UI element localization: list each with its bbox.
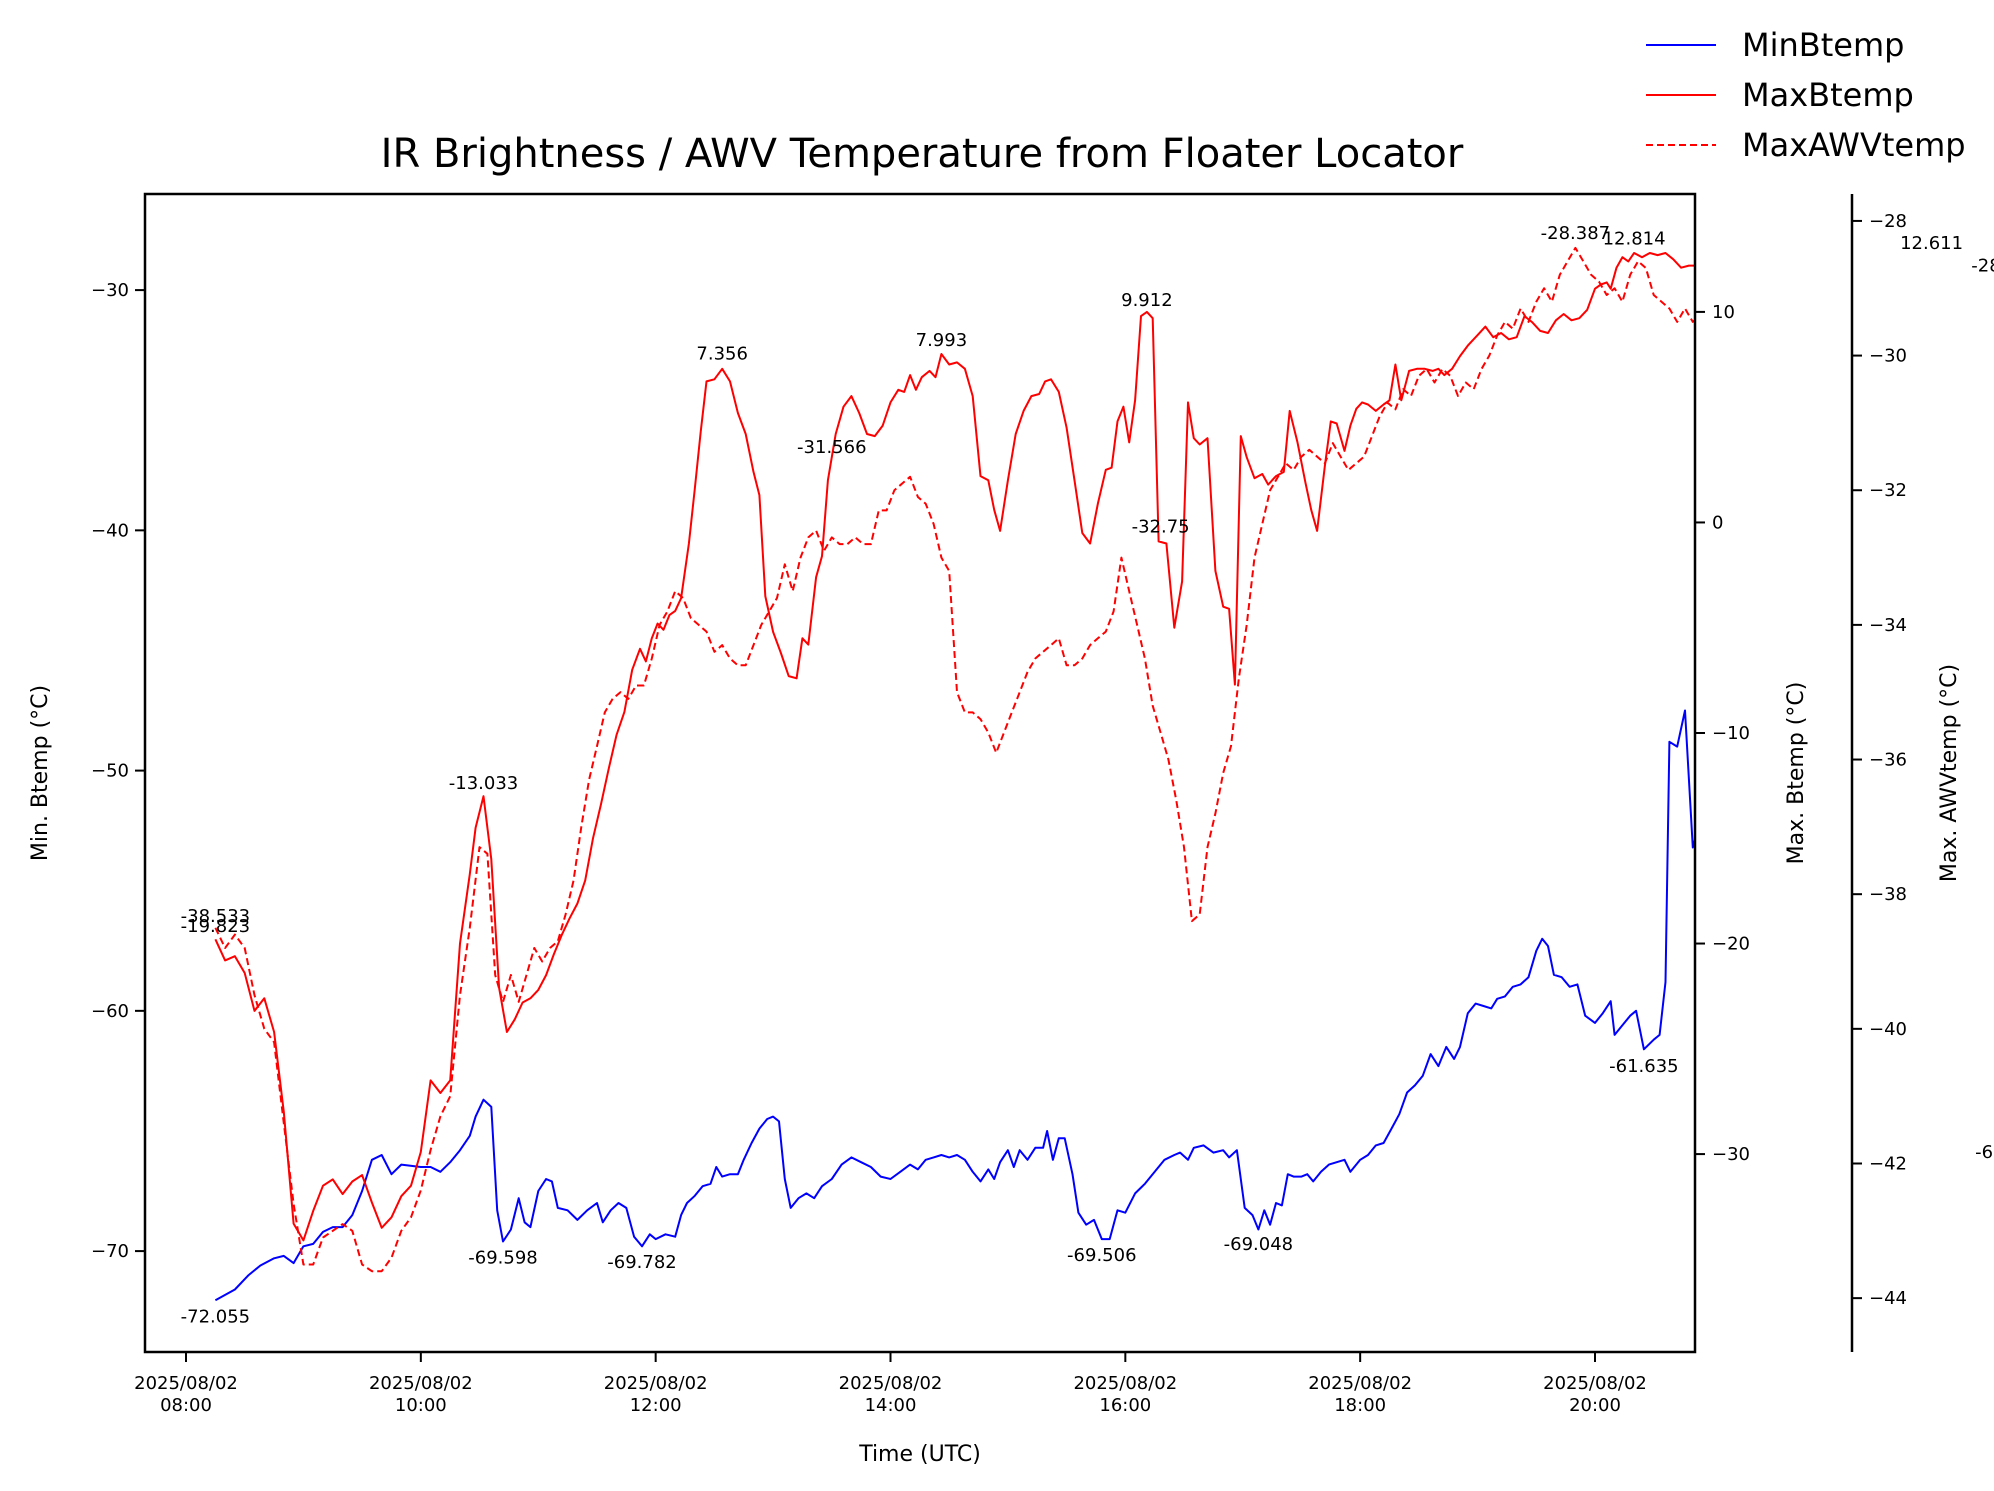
x-tick-label: 2025/08/02 (369, 1373, 473, 1394)
data-label: 12.814 (1603, 229, 1666, 250)
x-tick-label: 2025/08/02 (134, 1373, 238, 1394)
legend-label-maxbtemp: MaxBtemp (1742, 76, 1914, 114)
right2-y-axis: −44 −42 −40 −38 −36 −34 −32 −30 −28 (1852, 211, 1907, 1309)
data-label: -72.055 (181, 1307, 250, 1328)
right2-tick-label: −32 (1869, 480, 1907, 501)
x-tick-label: 10:00 (395, 1395, 447, 1416)
x-tick-label: 16:00 (1099, 1395, 1151, 1416)
data-label: -69.598 (468, 1247, 537, 1268)
right1-tick-label: −10 (1712, 723, 1750, 744)
x-tick-label: 2025/08/02 (604, 1373, 708, 1394)
data-label: 12.611 (1900, 233, 1963, 254)
left-tick-label: −30 (91, 280, 129, 301)
data-label: -32.75 (1132, 517, 1190, 538)
data-label: -69.506 (1067, 1245, 1136, 1266)
legend-label-maxawvtemp: MaxAWVtemp (1742, 126, 1966, 164)
right2-axis-label: Max. AWVtemp (°C) (1937, 664, 1962, 882)
x-tick-label: 2025/08/02 (1308, 1373, 1412, 1394)
x-tick-label: 2025/08/02 (1073, 1373, 1177, 1394)
annotation-layer: -72.055 -69.598 -69.782 -69.506 -69.048 -61.6… (181, 223, 1994, 1328)
right2-tick-label: −30 (1869, 346, 1907, 367)
series-line-maxawvtemp (214, 246, 1695, 1273)
plot-frame (143, 192, 1697, 1354)
x-tick-label: 18:00 (1334, 1395, 1386, 1416)
right2-tick-label: −34 (1869, 615, 1907, 636)
data-label: 7.356 (696, 344, 748, 365)
legend: MinBtemp MaxBtemp MaxAWVtemp (1646, 26, 1966, 164)
data-label: -69.048 (1224, 1234, 1293, 1255)
data-label: -69.782 (607, 1252, 676, 1273)
x-tick-label: 14:00 (865, 1395, 917, 1416)
x-axis: 2025/08/0208:002025/08/0210:002025/08/02… (134, 1352, 1647, 1416)
data-label: -61.635 (1609, 1056, 1678, 1077)
right1-tick-label: 10 (1712, 302, 1735, 323)
x-tick-label: 12:00 (630, 1395, 682, 1416)
right2-tick-label: −28 (1869, 211, 1907, 232)
right2-tick-label: −38 (1869, 884, 1907, 905)
right2-tick-label: −44 (1869, 1288, 1907, 1309)
x-tick-label: 08:00 (160, 1395, 212, 1416)
data-label: -13.033 (449, 773, 518, 794)
series-line-minbtemp (214, 709, 1695, 1302)
left-tick-label: −40 (91, 520, 129, 541)
data-label: -28.387 (1541, 223, 1610, 244)
x-tick-label: 20:00 (1569, 1395, 1621, 1416)
left-tick-label: −70 (91, 1241, 129, 1262)
left-tick-label: −60 (91, 1001, 129, 1022)
left-tick-label: −50 (91, 761, 129, 782)
data-label: -19.823 (181, 916, 250, 937)
right2-tick-label: −42 (1869, 1153, 1907, 1174)
data-label: 7.993 (916, 330, 968, 351)
right1-tick-label: 0 (1712, 512, 1723, 533)
data-label: -65.203 (1975, 1142, 1994, 1163)
x-tick-label: 2025/08/02 (1543, 1373, 1647, 1394)
legend-label-minbtemp: MinBtemp (1742, 26, 1904, 64)
data-label: -28.868 (1971, 255, 1994, 276)
chart-title: IR Brightness / AWV Temperature from Flo… (381, 131, 1464, 177)
data-label: 9.912 (1121, 290, 1173, 311)
left-y-axis: −70 −60 −50 −40 −30 (91, 280, 145, 1262)
data-label: -31.566 (797, 437, 866, 458)
right2-tick-label: −36 (1869, 750, 1907, 771)
right1-axis-label: Max. Btemp (°C) (1784, 682, 1809, 865)
x-axis-label: Time (UTC) (858, 1442, 981, 1467)
right2-tick-label: −40 (1869, 1019, 1907, 1040)
right1-tick-label: −20 (1712, 934, 1750, 955)
x-tick-label: 2025/08/02 (839, 1373, 943, 1394)
right1-tick-label: −30 (1712, 1144, 1750, 1165)
series-line-maxbtemp (214, 252, 1695, 1242)
data-label: -38.533 (181, 906, 250, 927)
right1-y-axis: −30 −20 −10 0 10 (1695, 302, 1750, 1165)
series-layer (214, 246, 1695, 1302)
left-axis-label: Min. Btemp (°C) (28, 685, 53, 861)
